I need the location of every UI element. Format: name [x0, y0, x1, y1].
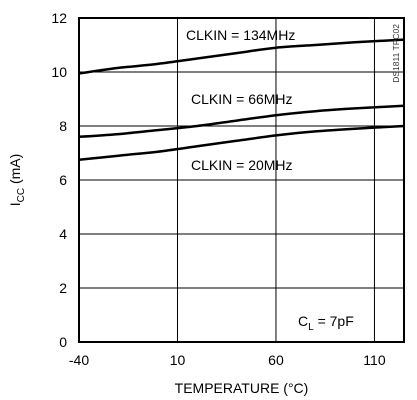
y-axis-title-main: I: [7, 202, 23, 206]
x-tick-labels: -40 10 60 110: [69, 352, 386, 368]
y-tick-labels: 0 2 4 6 8 10 12: [51, 10, 67, 350]
x-tick-label: -40: [69, 352, 89, 368]
x-tick-label: 60: [268, 352, 284, 368]
series-labels: CLKIN = 134MHz CLKIN = 66MHz CLKIN = 20MHz: [186, 27, 295, 173]
series-line-2: [78, 124, 405, 162]
y-tick-label: 0: [59, 334, 67, 350]
y-axis-title: ICC (mA): [7, 154, 27, 207]
document-code-watermark: DS1811 TPC02: [391, 24, 401, 83]
series-label-0: CLKIN = 134MHz: [186, 27, 295, 43]
series-lines: [78, 38, 405, 162]
y-axis-title-subscript: CC: [16, 188, 27, 202]
grid-lines: [79, 18, 404, 342]
y-tick-label: 12: [51, 10, 67, 26]
series-line-1: [78, 104, 405, 139]
series-line-0: [78, 38, 405, 75]
load-capacitance-value: = 7pF: [314, 313, 354, 329]
plot-frame: [78, 17, 405, 343]
x-axis-title: TEMPERATURE (°C): [175, 380, 309, 396]
series-label-2: CLKIN = 20MHz: [191, 157, 293, 173]
series-label-1: CLKIN = 66MHz: [191, 91, 293, 107]
y-axis-title-unit: (mA): [7, 154, 23, 188]
load-capacitance-annotation: CL = 7pF: [298, 313, 354, 333]
y-tick-label: 8: [59, 118, 67, 134]
y-tick-label: 4: [59, 226, 67, 242]
x-tick-label: 10: [170, 352, 186, 368]
x-tick-label: 110: [363, 352, 386, 368]
y-tick-label: 10: [51, 64, 67, 80]
y-tick-label: 2: [59, 280, 67, 296]
y-tick-label: 6: [59, 172, 67, 188]
load-capacitance-subscript: L: [308, 322, 314, 333]
load-capacitance-main: C: [298, 313, 308, 329]
